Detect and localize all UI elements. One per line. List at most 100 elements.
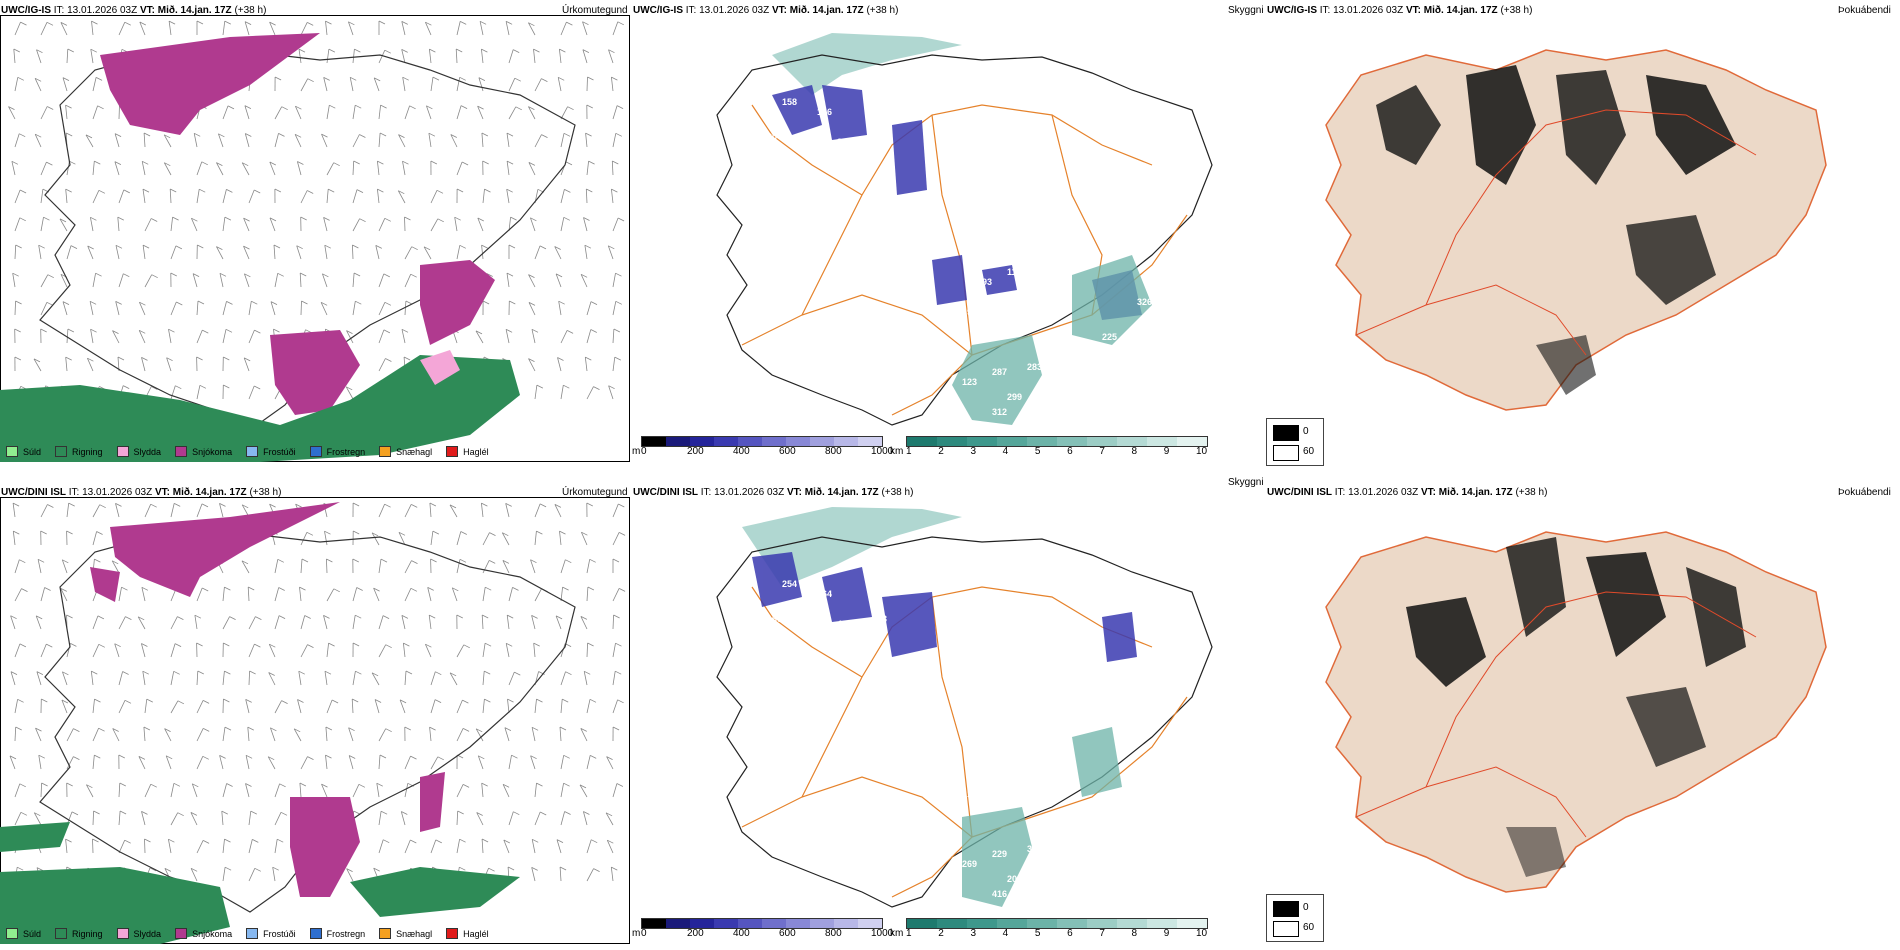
iceland-coastline <box>39 534 576 913</box>
wind-barb <box>247 586 250 602</box>
colorbar-step <box>1177 437 1207 446</box>
wind-barb <box>92 190 100 204</box>
wind-barb <box>430 77 434 92</box>
wind-barb-flag <box>325 20 332 25</box>
visibility-map-row2: 254 164 166 409 373 31 146 33 166 237 229 303 269 204… <box>716 507 1213 908</box>
wind-barb <box>90 671 94 686</box>
wind-barb <box>65 189 68 204</box>
wind-barb-flag <box>353 530 360 535</box>
ceiling-label: 31 <box>862 714 872 724</box>
wind-barb-flag <box>322 273 329 278</box>
colorbar-step <box>1057 437 1087 446</box>
wind-barb-flag <box>502 532 509 537</box>
model-name: UWC/DINI ISL <box>1 487 66 498</box>
wind-barb <box>404 216 406 232</box>
wind-barb <box>559 866 562 882</box>
ceiling-label: 299 <box>1007 392 1022 402</box>
wind-barb-flag <box>384 503 391 508</box>
wind-barb <box>611 160 614 176</box>
wind-barb-flag <box>479 20 487 25</box>
wind-barb <box>352 160 355 176</box>
it-prefix: IT: <box>53 5 65 16</box>
wind-barb-flag <box>352 642 360 647</box>
wind-barb <box>218 133 224 148</box>
wind-barb-flag <box>513 811 520 816</box>
wind-barb-flag <box>437 218 444 223</box>
wind-barb <box>398 134 406 148</box>
wind-barb <box>222 867 226 882</box>
wind-barb <box>373 587 380 602</box>
wind-barb <box>373 77 380 92</box>
wind-barb-flag <box>328 642 335 647</box>
wind-barb <box>346 330 354 344</box>
wind-barb-flag <box>65 104 72 109</box>
wind-barb <box>114 133 120 148</box>
wind-barb-flag <box>514 77 521 82</box>
wind-barb-flag <box>268 756 275 761</box>
wind-barb-flag <box>530 559 537 564</box>
wind-barb-flag <box>484 642 492 647</box>
wind-barb <box>378 839 384 854</box>
wind-barb <box>554 246 562 260</box>
wind-barb-flag <box>229 616 236 620</box>
wind-barb <box>144 784 152 798</box>
wind-barb <box>222 727 226 742</box>
wind-barb-flag <box>506 188 513 193</box>
precip-map-row2 <box>0 502 626 944</box>
wind-barb-flag <box>531 328 539 333</box>
wind-barb-flag <box>17 698 24 703</box>
wind-barb-flag <box>277 558 284 563</box>
ceiling-label: 287 <box>992 367 1007 377</box>
wind-barb-flag <box>168 328 175 333</box>
legend-item-sud: Súld <box>6 928 41 939</box>
wind-barb-flag <box>69 160 76 165</box>
wind-barb <box>325 755 328 770</box>
wind-barb-flag <box>170 272 177 277</box>
wind-barb <box>40 161 47 176</box>
wind-barb <box>586 301 592 316</box>
wind-barb <box>582 21 588 36</box>
sleet-area <box>420 350 460 385</box>
wind-barb <box>534 783 537 798</box>
wind-barb-flag <box>323 217 330 221</box>
wind-barb-flag <box>279 783 286 788</box>
ceiling-label: 310 <box>1102 814 1117 824</box>
wind-barb-flag <box>67 48 74 53</box>
wind-barb-flag <box>87 245 94 250</box>
wind-barb-flag <box>199 188 206 193</box>
wind-barb-flag <box>350 76 357 81</box>
wind-barb-flag <box>86 784 93 789</box>
wind-barb-flag <box>607 839 614 844</box>
panel-header: UWC/IG-IS IT: 13.01.2026 03Z VT: Mið. 14… <box>1267 5 1533 16</box>
wind-barb-flag <box>502 560 510 564</box>
wind-barb <box>321 133 328 148</box>
wind-barb-flag <box>192 273 200 277</box>
wind-barb <box>505 21 510 36</box>
wind-barb-flag <box>226 189 233 193</box>
wind-barb <box>40 217 44 232</box>
wind-barb-flag <box>37 558 45 563</box>
wind-barb-flag <box>459 838 466 843</box>
wind-barb-flag <box>617 21 624 26</box>
wind-barb-flag <box>328 48 336 53</box>
wind-barb-flag <box>482 160 489 165</box>
wind-barb <box>14 77 19 92</box>
wind-barb-flag <box>539 503 547 508</box>
wind-barb <box>248 301 252 316</box>
wind-barb <box>378 728 387 742</box>
precip-legend: Súld Rigning Slydda Snjókoma Frostúði Fr… <box>6 446 489 457</box>
wind-barb <box>352 244 354 260</box>
wind-barb <box>456 644 465 658</box>
wind-barb <box>404 504 412 518</box>
wind-barb-flag <box>41 698 48 703</box>
wind-barb <box>607 245 614 260</box>
wind-barb <box>92 161 95 176</box>
wind-barb <box>9 755 16 770</box>
wind-barb-flag <box>398 190 405 195</box>
wind-barb-flag <box>475 330 483 335</box>
wind-barb <box>450 134 458 148</box>
wind-barb-flag <box>462 699 469 704</box>
wind-barb-flag <box>112 728 119 732</box>
wind-barb <box>584 357 588 372</box>
wind-barb <box>10 615 16 630</box>
